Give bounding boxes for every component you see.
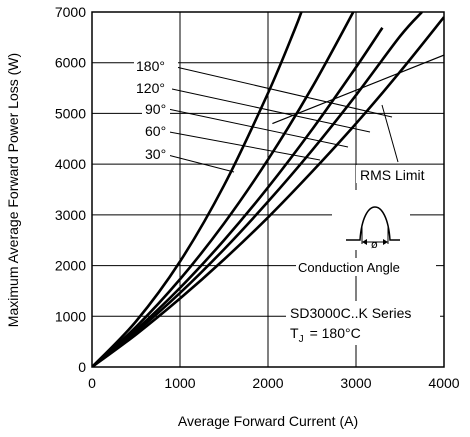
label-90: 90° (145, 101, 166, 117)
y-tick-label: 1000 (55, 308, 86, 324)
rms-leader (381, 104, 399, 163)
y-tick-label: 4000 (55, 156, 86, 172)
x-tick-label: 0 (88, 375, 96, 391)
tick-labels: 0 1000 2000 3000 4000 5000 6000 7000 0 1000 2000 30… (55, 4, 460, 391)
leader-60 (163, 130, 321, 161)
rms-limit-label: RMS Limit (360, 167, 425, 183)
leader-90 (167, 108, 349, 148)
curves (92, 12, 444, 367)
leader-120 (171, 88, 371, 133)
label-30: 30° (145, 146, 166, 162)
angle-labels: 180° 120° 90° 60° 30° (132, 57, 178, 162)
series-line-1 (92, 12, 423, 367)
leader-lines (159, 66, 399, 173)
series-line-2 (92, 26, 384, 367)
label-180: 180° (136, 58, 165, 74)
plot-frame (91, 11, 445, 368)
junction-temperature: TJ = 180°C (290, 325, 361, 345)
y-tick-label: 0 (78, 359, 86, 375)
series-title: SD3000C..K Series (290, 305, 411, 321)
series-line-3 (92, 12, 355, 367)
conduction-angle-diagram: ø (332, 190, 410, 251)
conduction-angle-label: Conduction Angle (298, 260, 400, 275)
leader-180 (175, 66, 393, 118)
x-axis-label: Average Forward Current (A) (178, 413, 358, 429)
y-tick-label: 5000 (55, 105, 86, 121)
x-tick-label: 1000 (164, 375, 195, 391)
x-tick-label: 3000 (340, 375, 371, 391)
y-tick-label: 6000 (55, 55, 86, 71)
label-60: 60° (145, 123, 166, 139)
rms-limit-line (272, 54, 444, 125)
y-tick-label: 2000 (55, 258, 86, 274)
y-tick-label: 3000 (55, 207, 86, 223)
y-tick-label: 7000 (55, 4, 86, 20)
half-sine-waveform (346, 206, 400, 241)
label-120: 120° (136, 80, 165, 96)
y-axis-label: Maximum Average Forward Power Loss (W) (5, 53, 21, 327)
phi-symbol: ø (371, 238, 378, 251)
series-line-0 (92, 16, 444, 367)
x-tick-label: 4000 (428, 375, 459, 391)
series-line-4 (92, 12, 303, 367)
leader-30 (159, 152, 235, 173)
x-tick-label: 2000 (252, 375, 283, 391)
